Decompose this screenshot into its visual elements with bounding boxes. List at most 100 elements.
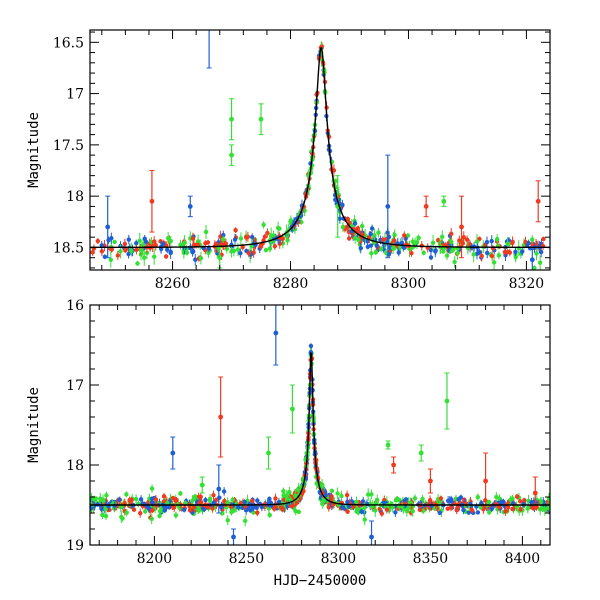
data-point xyxy=(126,234,132,245)
data-point xyxy=(134,245,139,255)
data-point xyxy=(168,248,173,255)
outlier-point xyxy=(258,103,264,136)
data-point xyxy=(162,507,167,513)
data-point xyxy=(248,507,253,513)
x-axis-label: HJD−2450000 xyxy=(274,573,367,589)
data-point xyxy=(138,508,143,518)
data-point xyxy=(496,251,502,260)
data-point xyxy=(339,490,344,502)
data-point xyxy=(352,232,358,244)
data-point xyxy=(494,492,499,502)
x-tick-label: 8350 xyxy=(413,551,449,567)
data-point xyxy=(196,506,201,515)
data-point xyxy=(454,506,459,515)
data-point xyxy=(102,254,108,260)
data-point xyxy=(340,200,345,210)
data-point xyxy=(409,249,414,257)
data-point xyxy=(136,500,141,508)
data-point xyxy=(368,231,373,237)
x-tick-label: 8320 xyxy=(509,276,545,292)
data-point xyxy=(230,496,235,503)
data-point xyxy=(124,508,129,517)
data-point xyxy=(142,249,147,266)
data-point xyxy=(255,509,260,517)
outlier-point xyxy=(391,456,397,474)
data-point xyxy=(278,505,284,510)
outlier-point xyxy=(385,154,391,259)
y-axis-label: Magnitude xyxy=(26,112,42,188)
data-point xyxy=(356,233,361,247)
outlier-point xyxy=(217,246,223,269)
data-point xyxy=(455,246,460,260)
data-point xyxy=(501,498,506,505)
data-point xyxy=(489,505,494,513)
data-point xyxy=(438,495,444,502)
outlier-point xyxy=(199,476,205,494)
data-point xyxy=(433,246,438,255)
outlier-point xyxy=(441,195,447,207)
data-point xyxy=(243,515,248,527)
data-point xyxy=(335,487,340,500)
outlier-point xyxy=(149,170,155,233)
y-tick-label: 17 xyxy=(66,378,84,394)
data-point xyxy=(236,504,241,510)
data-point xyxy=(372,228,377,243)
plot-area xyxy=(90,30,550,270)
data-point xyxy=(149,484,155,493)
data-point xyxy=(103,505,108,513)
data-point xyxy=(265,228,270,238)
data-point xyxy=(140,238,146,251)
data-point xyxy=(508,495,513,505)
data-point xyxy=(232,233,238,246)
y-tick-label: 16.5 xyxy=(53,35,84,51)
data-point xyxy=(138,495,144,504)
data-point xyxy=(90,505,94,512)
outlier-point xyxy=(206,30,212,69)
data-point xyxy=(295,487,300,493)
data-point xyxy=(233,227,238,234)
data-point xyxy=(449,227,454,240)
data-point xyxy=(131,507,137,512)
data-point xyxy=(255,497,260,504)
data-point xyxy=(104,491,109,500)
data-point xyxy=(526,239,531,247)
data-point xyxy=(412,494,418,503)
data-point xyxy=(122,498,127,508)
data-point xyxy=(417,507,423,513)
data-point xyxy=(174,497,179,504)
data-point xyxy=(340,221,346,233)
y-tick-label: 18 xyxy=(66,458,84,474)
data-point xyxy=(475,510,481,515)
x-tick-label: 8300 xyxy=(321,551,357,567)
data-point xyxy=(168,236,173,247)
data-point xyxy=(225,515,230,526)
data-point xyxy=(242,499,247,506)
data-point xyxy=(466,510,471,515)
data-point xyxy=(345,216,350,222)
data-point xyxy=(207,497,213,504)
data-point xyxy=(112,239,117,245)
data-point xyxy=(377,506,382,512)
data-point xyxy=(494,234,500,245)
data-point xyxy=(491,254,497,270)
data-point xyxy=(514,493,520,500)
data-point xyxy=(258,242,263,251)
data-point xyxy=(119,510,124,524)
data-point xyxy=(352,220,358,227)
data-point xyxy=(365,488,371,501)
data-point xyxy=(137,232,142,249)
data-point xyxy=(152,236,157,248)
data-point xyxy=(421,250,426,256)
data-point xyxy=(190,232,196,245)
data-point xyxy=(205,239,211,246)
data-point xyxy=(198,251,204,265)
data-point xyxy=(525,502,531,514)
data-point xyxy=(273,493,278,504)
data-point xyxy=(369,489,374,500)
data-point xyxy=(267,512,272,518)
data-point xyxy=(161,492,167,500)
outlier-point xyxy=(535,180,541,223)
outlier-point xyxy=(529,248,535,270)
data-point xyxy=(452,256,457,268)
